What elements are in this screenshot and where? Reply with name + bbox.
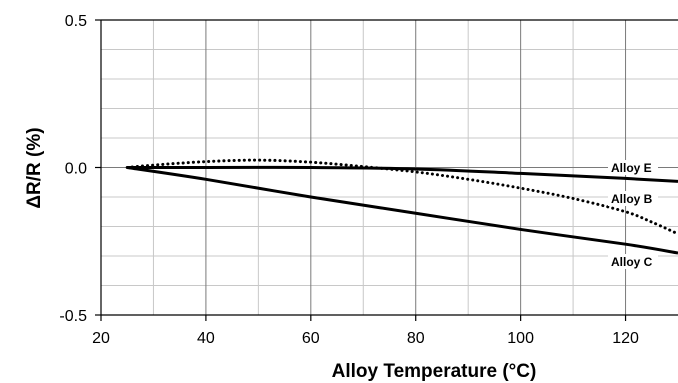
- x-tick-label: 60: [302, 330, 320, 347]
- x-tick-label: 20: [92, 330, 110, 347]
- series-labels: Alloy E Alloy B Alloy C: [608, 160, 658, 269]
- series-label-bg-alloy-b: [608, 191, 658, 206]
- series-label-alloy-e: Alloy E: [611, 161, 652, 175]
- x-axis-label: Alloy Temperature (°C): [332, 361, 537, 382]
- x-tick-label: 120: [612, 330, 639, 347]
- tick-labels: 20 40 60 80 100 120 0.5 0.0 -0.5: [59, 13, 639, 347]
- series-label-bg-alloy-c: [608, 254, 658, 269]
- series-line-alloy-e: [127, 165, 678, 183]
- x-tick-label: 80: [407, 330, 425, 347]
- series-label-alloy-b: Alloy B: [611, 192, 653, 206]
- series-line-alloy-b: [125, 158, 678, 236]
- series-line-alloy-c: [127, 166, 678, 255]
- y-tick-label: 0.5: [65, 13, 87, 30]
- y-tick-label: -0.5: [59, 308, 87, 325]
- series-lines: [125, 158, 678, 255]
- x-tick-label: 100: [507, 330, 534, 347]
- axes: [95, 19, 678, 321]
- y-axis-label: ΔR/R (%): [24, 127, 45, 208]
- x-tick-label: 40: [197, 330, 215, 347]
- y-tick-label: 0.0: [65, 161, 87, 178]
- series-label-alloy-c: Alloy C: [611, 255, 653, 269]
- series-label-bg-alloy-e: [608, 160, 658, 175]
